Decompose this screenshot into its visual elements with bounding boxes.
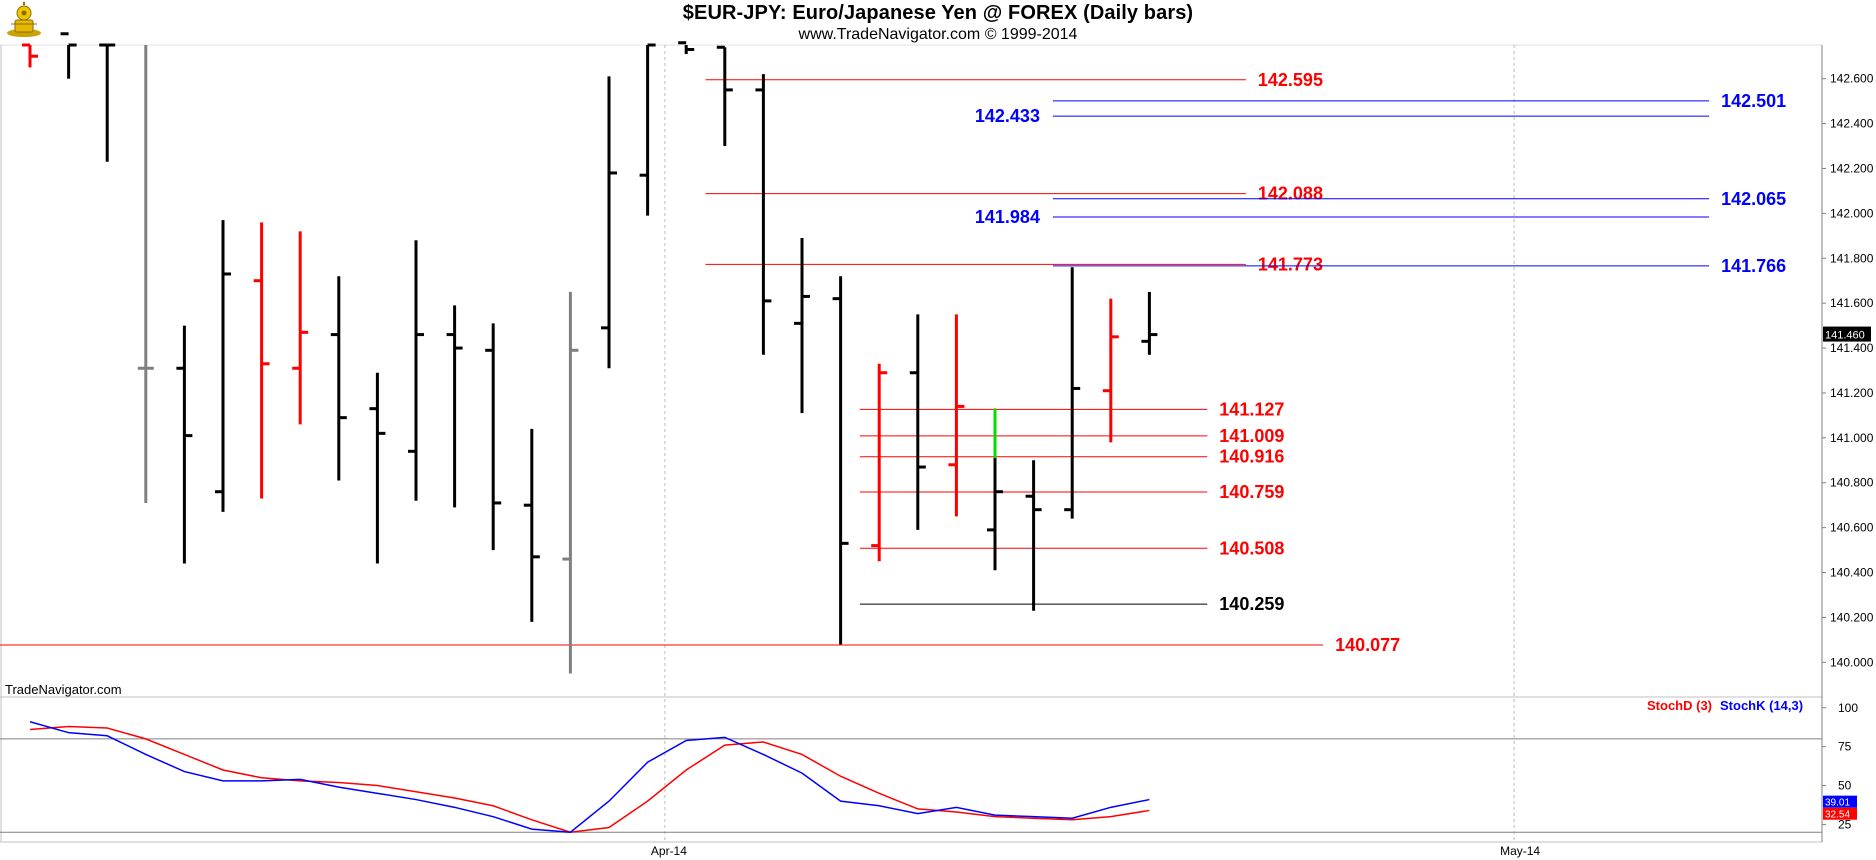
stoch-tick-label: 75: [1838, 740, 1852, 754]
chart-subtitle: www.TradeNavigator.com © 1999-2014: [798, 26, 1078, 43]
ohlc-bar: [948, 314, 965, 517]
y-tick-label: 142.200: [1830, 161, 1874, 175]
ohlc-bar: [176, 325, 193, 564]
stoch-k-badge: [1823, 795, 1857, 808]
y-tick-label: 141.400: [1830, 341, 1874, 355]
ohlc-bar: [1025, 460, 1042, 611]
trade-navigator-logo: [3, 2, 45, 38]
stoch-d-value: 32.54: [1825, 810, 1850, 821]
level-label: 140.508: [1219, 538, 1284, 558]
ohlc-bar: [408, 240, 424, 501]
y-tick-label: 141.000: [1830, 431, 1874, 445]
watermark-text: TradeNavigator.com: [5, 682, 122, 697]
stoch-tick-label: 50: [1838, 779, 1852, 793]
stoch-k-value: 39.01: [1825, 798, 1850, 809]
ohlc-bar: [716, 45, 733, 147]
ohlc-bar: [253, 222, 270, 499]
level-label: 142.501: [1721, 91, 1786, 111]
level-label: 141.127: [1219, 399, 1284, 419]
ohlc-bar: [292, 231, 309, 425]
ohlc-bar: [1102, 298, 1119, 443]
ohlc-bar: [601, 76, 617, 369]
level-label: 142.433: [975, 106, 1040, 126]
ohlc-bar: [137, 45, 154, 503]
ohlc-bar: [909, 314, 926, 530]
y-tick-label: 141.200: [1830, 386, 1874, 400]
y-tick-label: 140.400: [1830, 566, 1874, 580]
level-label: 142.065: [1721, 189, 1786, 209]
ohlc-bar: [215, 220, 231, 512]
level-label: 140.259: [1219, 594, 1284, 614]
ohlc-bar: [330, 276, 347, 481]
y-tick-label: 141.800: [1830, 251, 1874, 265]
level-label: 141.009: [1219, 426, 1284, 446]
ohlc-bar: [562, 291, 579, 674]
ohlc-bar: [1064, 267, 1081, 519]
ohlc-bar: [99, 43, 116, 162]
ohlc-bar: [871, 363, 888, 562]
y-tick-label: 141.600: [1830, 296, 1874, 310]
ohlc-bar: [446, 305, 463, 508]
ohlc-bar: [794, 238, 810, 414]
stoch-tick-label: 100: [1838, 701, 1858, 715]
ohlc-bar: [523, 428, 540, 622]
last-price-badge: [1823, 326, 1871, 342]
legend-stoch-d: StochD (3): [1647, 698, 1712, 713]
y-tick-label: 140.600: [1830, 521, 1874, 535]
y-tick-label: 142.000: [1830, 206, 1874, 220]
x-tick-label: Apr-14: [651, 844, 687, 858]
level-label: 140.077: [1335, 635, 1400, 655]
level-label: 142.595: [1258, 70, 1323, 90]
ohlc-bar: [639, 43, 656, 216]
ohlc-bar: [22, 43, 38, 68]
level-label: 140.759: [1219, 482, 1284, 502]
level-label: 141.773: [1258, 254, 1323, 274]
ohlc-bar: [485, 323, 502, 551]
ohlc-bar: [755, 74, 772, 355]
level-label: 141.766: [1721, 256, 1786, 276]
stoch-line-k: [29, 721, 1150, 833]
y-tick-label: 142.600: [1830, 72, 1874, 86]
legend-stoch-k: StochK (14,3): [1720, 698, 1804, 713]
ohlc-bar: [832, 276, 849, 645]
stoch-line-d: [29, 725, 1150, 833]
x-tick-label: May-14: [1500, 844, 1540, 858]
ohlc-bar: [60, 32, 77, 79]
ohlc-bar: [369, 372, 386, 564]
stoch-tick-label: 25: [1838, 817, 1852, 831]
level-label: 141.984: [975, 207, 1040, 227]
chart-title: $EUR-JPY: Euro/Japanese Yen @ FOREX (Dai…: [682, 2, 1194, 24]
y-tick-label: 140.200: [1830, 610, 1874, 624]
stoch-d-badge: [1823, 807, 1857, 820]
y-tick-label: 142.400: [1830, 117, 1874, 131]
last-price-label: 141.460: [1825, 330, 1865, 342]
level-label: 140.916: [1219, 447, 1284, 467]
y-tick-label: 140.000: [1830, 655, 1874, 669]
level-label: 142.088: [1258, 184, 1323, 204]
y-tick-label: 140.800: [1830, 476, 1874, 490]
ohlc-bar: [678, 41, 695, 54]
ohlc-bar: [987, 408, 1003, 571]
ohlc-bar: [1141, 291, 1158, 355]
